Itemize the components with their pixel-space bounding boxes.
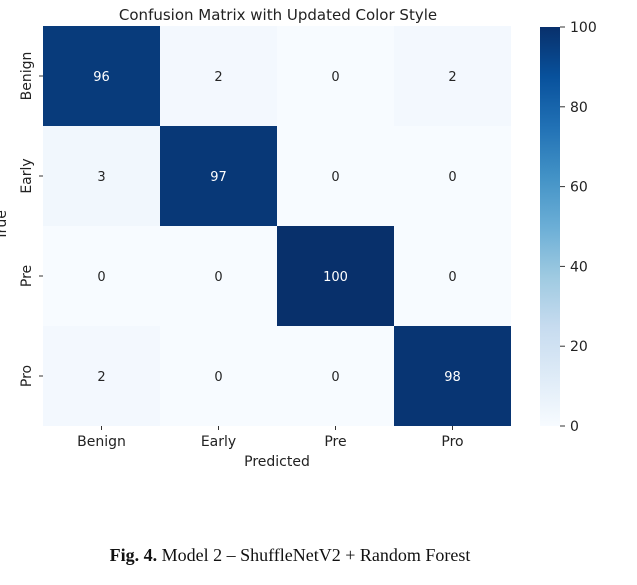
y-tick-label: Benign [19,52,35,101]
y-tick-label: Pre [19,265,35,287]
heatmap-cell [394,226,511,326]
chart-title: Confusion Matrix with Updated Color Styl… [119,6,437,24]
cell-value-label: 2 [214,70,222,85]
x-tick-label: Early [201,434,236,450]
cell-value-label: 96 [93,70,110,85]
heatmap-cell [43,226,160,326]
caption-text: Model 2 – ShuffleNetV2 + Random Forest [161,545,471,565]
cell-value-label: 0 [331,370,339,385]
y-tick-label: Early [19,158,35,193]
colorbar-gradient [540,27,560,426]
x-tick-labels: Benign Early Pre Pro [77,426,464,450]
heatmap-cell [160,26,277,126]
cell-value-label: 0 [448,270,456,285]
cell-value-label: 97 [210,170,227,185]
colorbar-ticks: 0 20 40 60 80 100 [560,20,597,435]
cell-value-label: 98 [444,370,461,385]
heatmap-cell [43,126,160,226]
colorbar-tick-label: 60 [570,180,588,196]
cell-value-label: 2 [97,370,105,385]
colorbar-tick-label: 100 [570,20,597,36]
cell-value-label: 2 [448,70,456,85]
colorbar-tick-label: 40 [570,259,588,275]
heatmap-cell [394,126,511,226]
x-tick-label: Pre [324,434,346,450]
x-tick-label: Pro [441,434,463,450]
heatmap-cell [277,326,394,426]
colorbar: 0 20 40 60 80 100 [540,20,597,435]
heatmap-cell [277,26,394,126]
cell-value-label: 100 [323,270,348,285]
colorbar-tick-label: 0 [570,419,579,435]
heatmap-cells: 96 2 0 2 3 97 0 0 0 0 100 0 2 0 0 98 [43,26,511,426]
x-axis-label: Predicted [244,454,310,470]
cell-value-label: 0 [331,170,339,185]
heatmap-cell [277,226,394,326]
cell-value-label: 0 [331,70,339,85]
heatmap-cell [43,326,160,426]
colorbar-tick-label: 80 [570,100,588,116]
colorbar-tick-label: 20 [570,339,588,355]
heatmap-cell [277,126,394,226]
cell-value-label: 0 [97,270,105,285]
cell-value-label: 3 [97,170,105,185]
cell-value-label: 0 [214,370,222,385]
figure-caption: Fig. 4. Model 2 – ShuffleNetV2 + Random … [0,545,580,566]
heatmap-cell [394,26,511,126]
heatmap-cell [160,126,277,226]
heatmap-cell [394,326,511,426]
heatmap-cell [43,26,160,126]
y-tick-label: Pro [19,365,35,387]
heatmap-cell [160,326,277,426]
cell-value-label: 0 [214,270,222,285]
y-axis-label: True [0,210,10,241]
heatmap-cell [160,226,277,326]
y-tick-labels: Benign Early Pre Pro [19,52,43,387]
x-tick-label: Benign [77,434,126,450]
cell-value-label: 0 [448,170,456,185]
caption-label: Fig. 4. [109,545,158,565]
